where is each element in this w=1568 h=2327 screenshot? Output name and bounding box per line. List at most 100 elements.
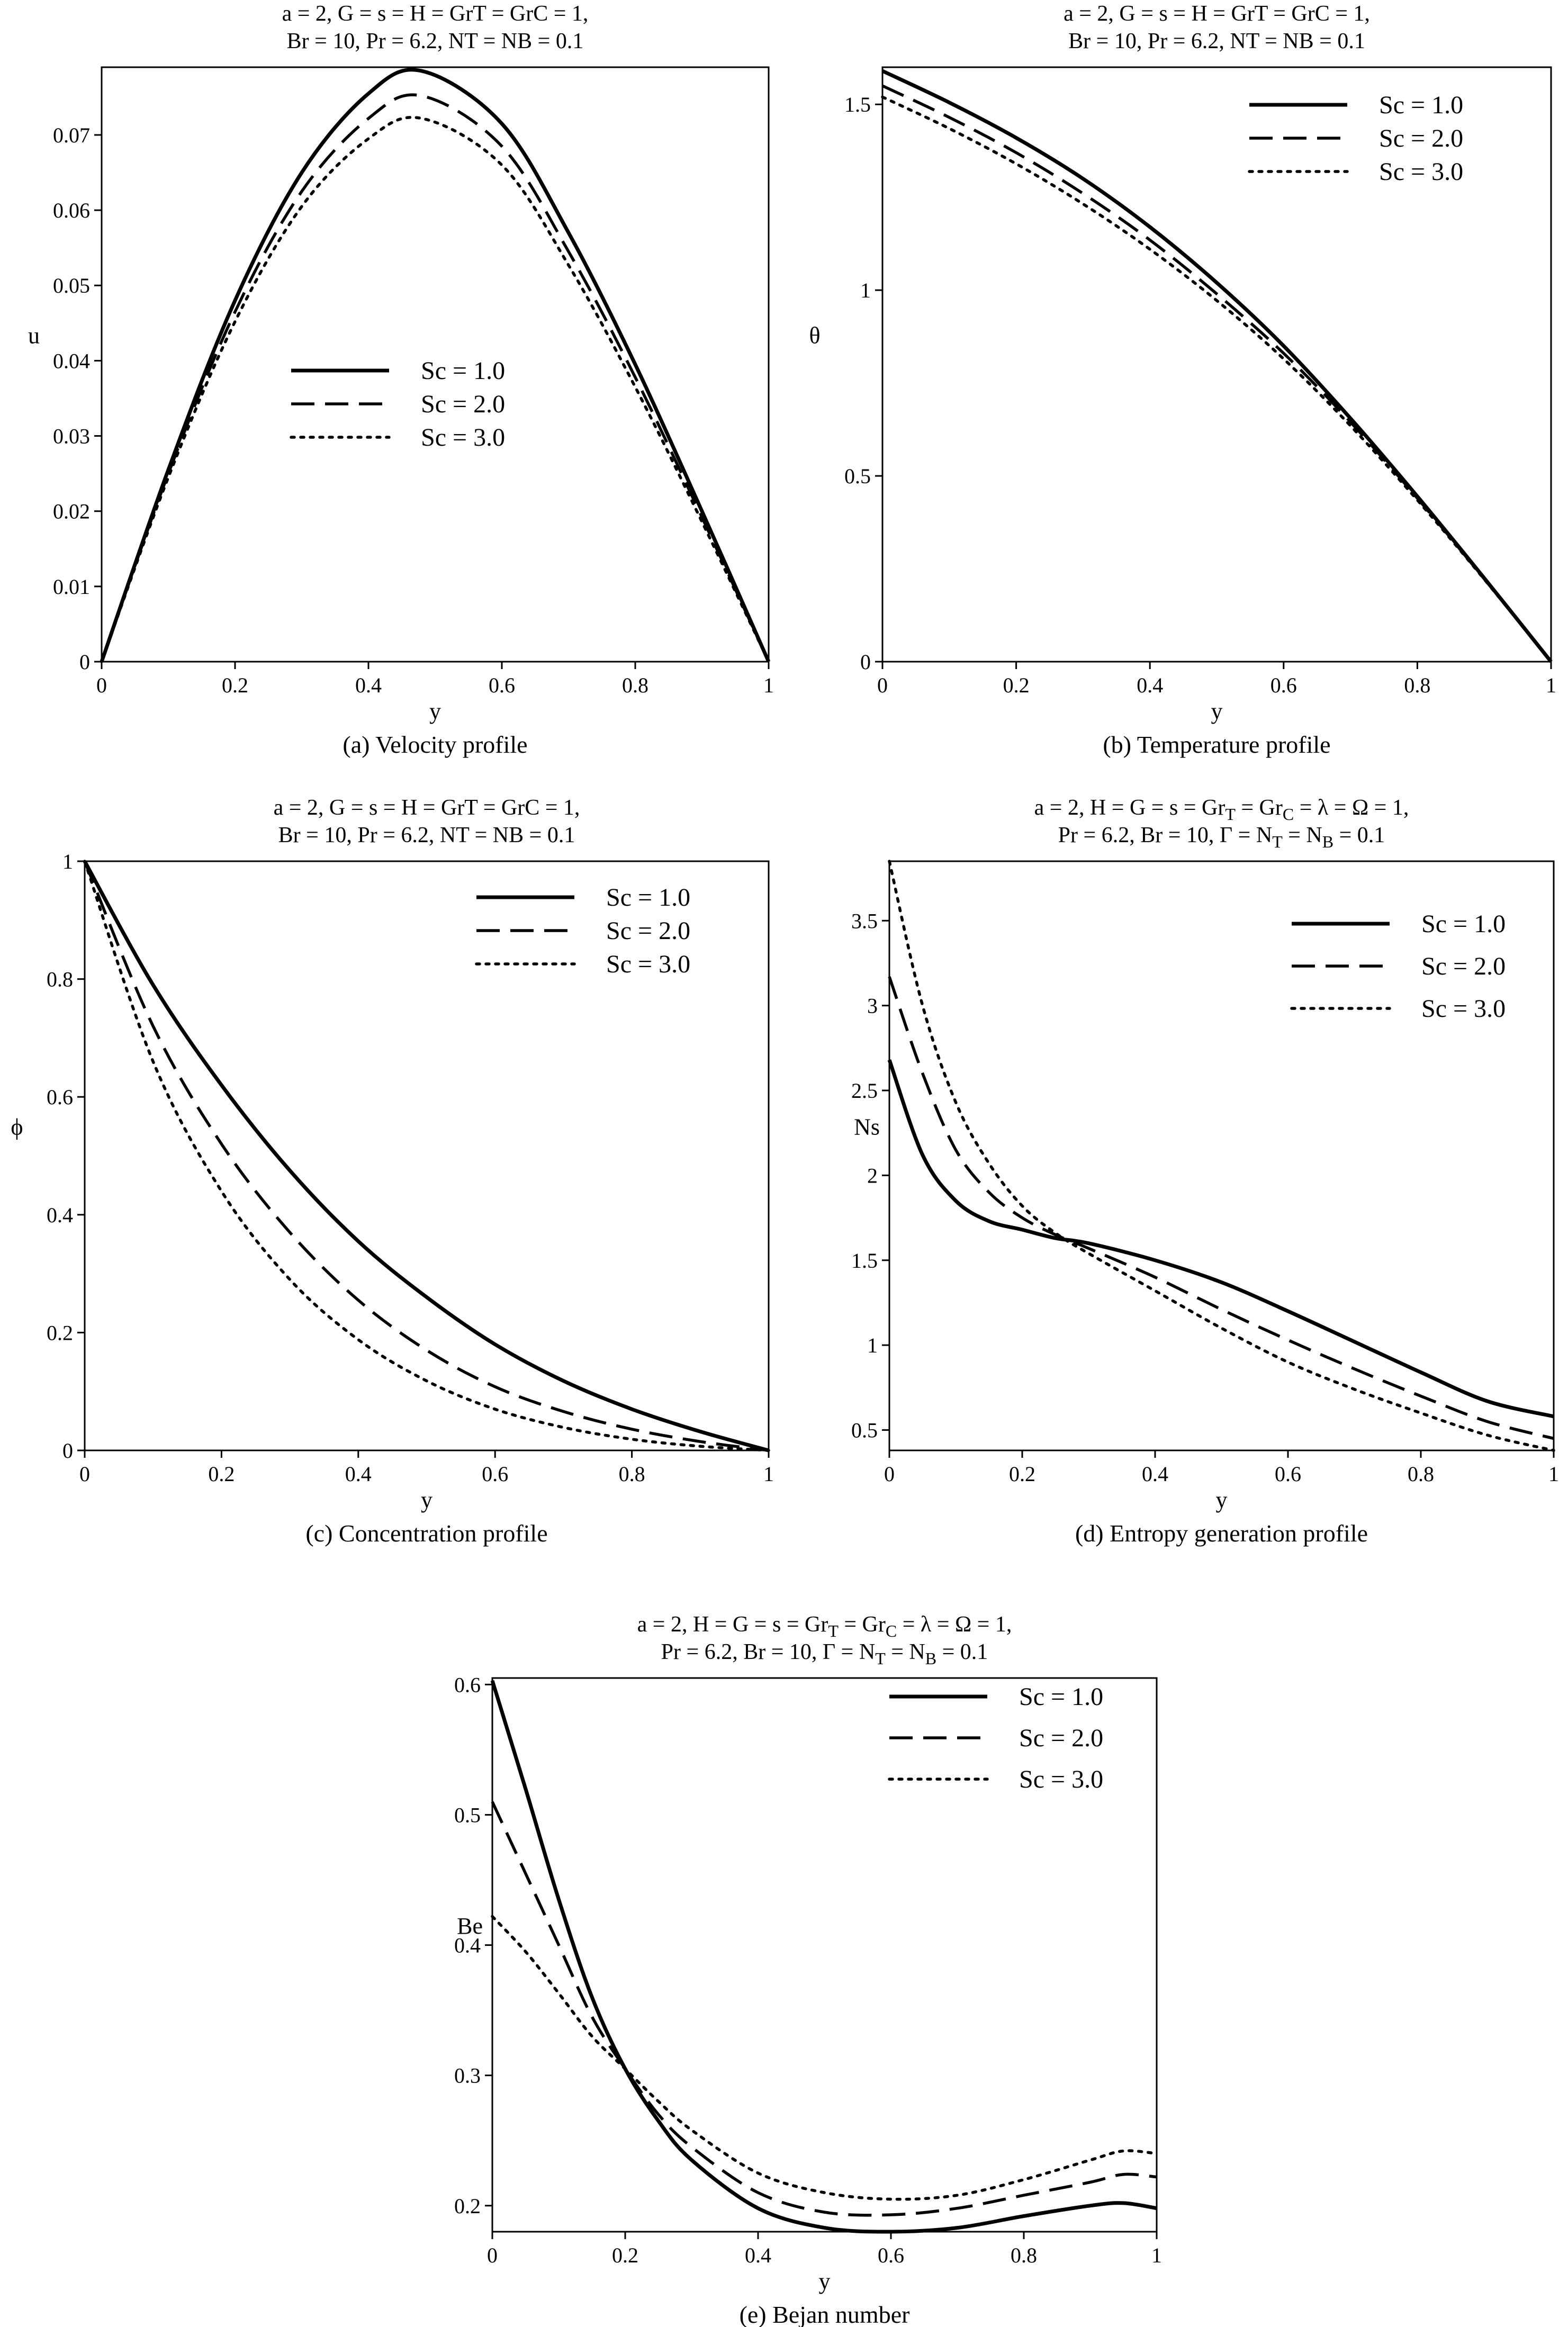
- chart-d-legend-label: Sc = 2.0: [1421, 952, 1506, 980]
- chart-a-series-line-sc-3: [100, 116, 770, 663]
- chart-b-plot-frame: [881, 66, 1552, 663]
- chart-b-xlabel: y: [1211, 698, 1223, 724]
- chart-a-legend-label: Sc = 2.0: [421, 390, 505, 418]
- chart-b-title-line-1: a = 2, G = s = H = GrT = GrC = 1,: [1064, 2, 1370, 26]
- chart-d-title-line-1: a = 2, H = G = s = GrT = GrC = λ = Ω = 1…: [1034, 796, 1409, 824]
- chart-d-ylabel: Ns: [854, 1114, 880, 1140]
- chart-d-ytick-label: 1.5: [851, 1249, 878, 1273]
- chart-c-xtick-label: 1: [763, 1462, 774, 1486]
- chart-b-xtick-label: 0.8: [1404, 673, 1430, 697]
- chart-d-xtick-label: 0.4: [1142, 1462, 1168, 1486]
- chart-d-xtick-label: 0: [884, 1462, 895, 1486]
- chart-d-ytick-label: 0.5: [851, 1419, 878, 1442]
- chart-d-caption: (d) Entropy generation profile: [1075, 1520, 1368, 1547]
- chart-c-series-line-sc-2: [83, 860, 769, 1452]
- chart-e-xtick-label: 0.4: [745, 2243, 771, 2267]
- chart-e-legend-label: Sc = 2.0: [1019, 1724, 1103, 1752]
- chart-c: a = 2, G = s = H = GrT = GrC = 1, Br = 10…: [11, 796, 774, 1547]
- chart-a-ytick-label: 0.05: [53, 274, 90, 297]
- chart-b-xtick-label: 0: [877, 673, 888, 697]
- chart-c-caption: (c) Concentration profile: [305, 1520, 547, 1547]
- chart-e-ytick-label: 0.4: [454, 1934, 481, 1958]
- chart-a-title-line-2: Br = 10, Pr = 6.2, NT = NB = 0.1: [287, 29, 584, 53]
- chart-d-series-line-sc-1: [887, 1059, 1554, 1419]
- chart-a-ylabel: u: [28, 323, 40, 349]
- chart-b-legend-label: Sc = 2.0: [1379, 124, 1463, 152]
- chart-d-xtick-label: 0.8: [1408, 1462, 1434, 1486]
- chart-e-legend-label: Sc = 3.0: [1019, 1765, 1103, 1793]
- chart-b-xtick-label: 0.6: [1270, 673, 1297, 697]
- chart-c-series-line-sc-3: [83, 860, 770, 1452]
- chart-a-plot-frame: [101, 66, 770, 663]
- chart-a-ytick-label: 0.04: [53, 349, 90, 373]
- chart-d-xlabel: y: [1216, 1487, 1228, 1513]
- chart-a: a = 2, G = s = H = GrT = GrC = 1, Br = 10…: [28, 2, 774, 758]
- chart-e-xtick-label: 0.8: [1011, 2243, 1037, 2267]
- chart-e-ylabel: Be: [457, 1913, 483, 1939]
- chart-d-ytick-label: 2: [867, 1164, 878, 1187]
- chart-a-xtick-label: 0.8: [622, 673, 648, 697]
- chart-e-ytick-label: 0.6: [454, 1673, 481, 1697]
- chart-c-legend-label: Sc = 1.0: [606, 883, 690, 912]
- chart-e-xtick-label: 0.2: [612, 2243, 638, 2267]
- chart-a-xtick-label: 0.2: [222, 673, 248, 697]
- chart-c-ytick-label: 0.4: [47, 1203, 73, 1227]
- chart-b-xtick-label: 1: [1546, 673, 1556, 697]
- chart-e-xtick-label: 0.6: [878, 2243, 904, 2267]
- chart-e-xtick-label: 0: [487, 2243, 498, 2267]
- chart-d-xtick-label: 0.6: [1275, 1462, 1301, 1486]
- chart-a-ytick-label: 0.06: [53, 199, 90, 222]
- chart-a-ytick-label: 0.03: [53, 425, 90, 448]
- chart-c-legend-label: Sc = 2.0: [606, 917, 690, 945]
- chart-c-xlabel: y: [421, 1487, 432, 1513]
- chart-d-xtick-label: 0.2: [1009, 1462, 1035, 1486]
- chart-c-series-line-sc-1: [83, 860, 769, 1453]
- chart-a-xtick-label: 0: [96, 673, 107, 697]
- chart-d-ytick-label: 3.5: [851, 909, 878, 933]
- chart-b: a = 2, G = s = H = GrT = GrC = 1, Br = 10…: [809, 2, 1556, 758]
- chart-d-ytick-label: 1: [867, 1333, 878, 1357]
- chart-a-caption: (a) Velocity profile: [343, 731, 527, 758]
- chart-c-title-line-2: Br = 10, Pr = 6.2, NT = NB = 0.1: [278, 823, 575, 847]
- chart-a-ytick-label: 0.02: [53, 500, 90, 524]
- chart-b-legend-label: Sc = 1.0: [1379, 91, 1463, 119]
- chart-b-ytick-label: 0.5: [844, 464, 871, 488]
- chart-e-legend-label: Sc = 1.0: [1019, 1683, 1103, 1711]
- chart-a-legend-label: Sc = 3.0: [421, 423, 505, 452]
- chart-a-ytick-label: 0: [79, 650, 90, 674]
- chart-d: a = 2, H = G = s = GrT = GrC = λ = Ω = 1…: [851, 796, 1559, 1547]
- chart-c-xtick-label: 0: [79, 1462, 90, 1486]
- chart-d-ytick-label: 3: [867, 994, 878, 1018]
- chart-e-ytick-label: 0.2: [454, 2194, 481, 2218]
- chart-d-legend-label: Sc = 3.0: [1421, 995, 1506, 1023]
- chart-a-ytick-label: 0.01: [53, 575, 90, 599]
- chart-e-series-line-sc-2: [491, 1801, 1157, 2217]
- chart-d-series-line-sc-3: [888, 860, 1555, 1452]
- chart-b-series-line-sc-3: [881, 95, 1553, 663]
- chart-d-title-line-2: Pr = 6.2, Br = 10, Γ = NT = NB = 0.1: [1058, 823, 1385, 851]
- chart-d-ytick-label: 2.5: [851, 1079, 878, 1103]
- chart-d-plot-frame: [888, 860, 1555, 1451]
- chart-a-xtick-label: 1: [763, 673, 774, 697]
- chart-c-ytick-label: 0.6: [47, 1085, 73, 1109]
- chart-d-xtick-label: 1: [1548, 1462, 1559, 1486]
- chart-e-xlabel: y: [819, 2268, 831, 2294]
- chart-c-ylabel: ϕ: [11, 1114, 23, 1140]
- chart-c-xtick-label: 0.4: [345, 1462, 372, 1486]
- chart-a-xtick-label: 0.6: [489, 673, 515, 697]
- chart-c-legend-label: Sc = 3.0: [606, 950, 690, 978]
- chart-e: a = 2, H = G = s = GrT = GrC = λ = Ω = 1…: [454, 1612, 1162, 2327]
- chart-e-title-line-1: a = 2, H = G = s = GrT = GrC = λ = Ω = 1…: [637, 1612, 1012, 1640]
- chart-e-ytick-label: 0.3: [454, 2064, 481, 2088]
- chart-a-xtick-label: 0.4: [355, 673, 382, 697]
- chart-b-ylabel: θ: [809, 323, 820, 349]
- chart-a-series-line-sc-2: [100, 93, 770, 663]
- chart-e-series-line-sc-3: [491, 1915, 1158, 2201]
- chart-a-legend-label: Sc = 1.0: [421, 357, 505, 385]
- chart-b-ytick-label: 1.5: [844, 93, 871, 116]
- chart-b-xtick-label: 0.4: [1137, 673, 1163, 697]
- chart-b-caption: (b) Temperature profile: [1103, 731, 1330, 758]
- chart-c-xtick-label: 0.6: [482, 1462, 508, 1486]
- chart-c-ytick-label: 0.2: [47, 1321, 73, 1345]
